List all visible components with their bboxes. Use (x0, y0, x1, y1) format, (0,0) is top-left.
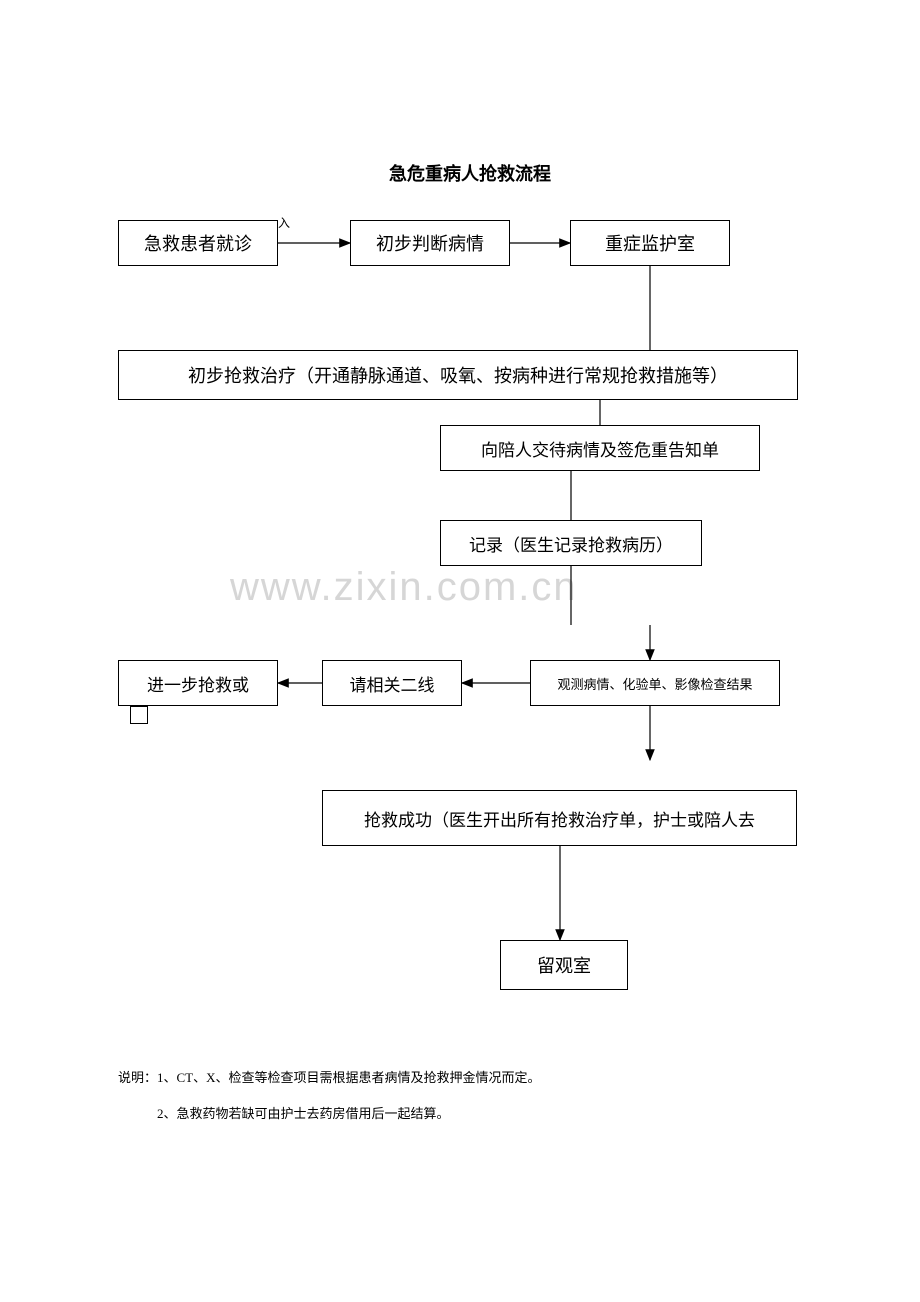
node-stub (130, 706, 148, 724)
node-record: 记录（医生记录抢救病历） (440, 520, 702, 566)
note-line-2: 2、急救药物若缺可由护士去药房借用后一起结算。 (118, 1096, 541, 1132)
watermark-text: www.zixin.com.cn (230, 565, 578, 610)
note-line-1: 说明：1、CT、X、检查等检查项目需根据患者病情及抢救押金情况而定。 (118, 1060, 541, 1096)
node-initial-rescue: 初步抢救治疗（开通静脉通道、吸氧、按病种进行常规抢救措施等） (118, 350, 798, 400)
flowchart-title: 急危重病人抢救流程 (360, 160, 580, 186)
node-initial-assessment: 初步判断病情 (350, 220, 510, 266)
node-further-rescue: 进一步抢救或 (118, 660, 278, 706)
node-inform-family: 向陪人交待病情及签危重告知单 (440, 425, 760, 471)
node-observation-room: 留观室 (500, 940, 628, 990)
node-observe: 观测病情、化验单、影像检查结果 (530, 660, 780, 706)
node-admission-tag: 入 (278, 214, 290, 231)
node-second-line: 请相关二线 (322, 660, 462, 706)
notes-section: 说明：1、CT、X、检查等检查项目需根据患者病情及抢救押金情况而定。 2、急救药… (118, 1060, 541, 1133)
node-patient-admission: 急救患者就诊 (118, 220, 278, 266)
node-success: 抢救成功（医生开出所有抢救治疗单，护士或陪人去 (322, 790, 797, 846)
node-icu: 重症监护室 (570, 220, 730, 266)
